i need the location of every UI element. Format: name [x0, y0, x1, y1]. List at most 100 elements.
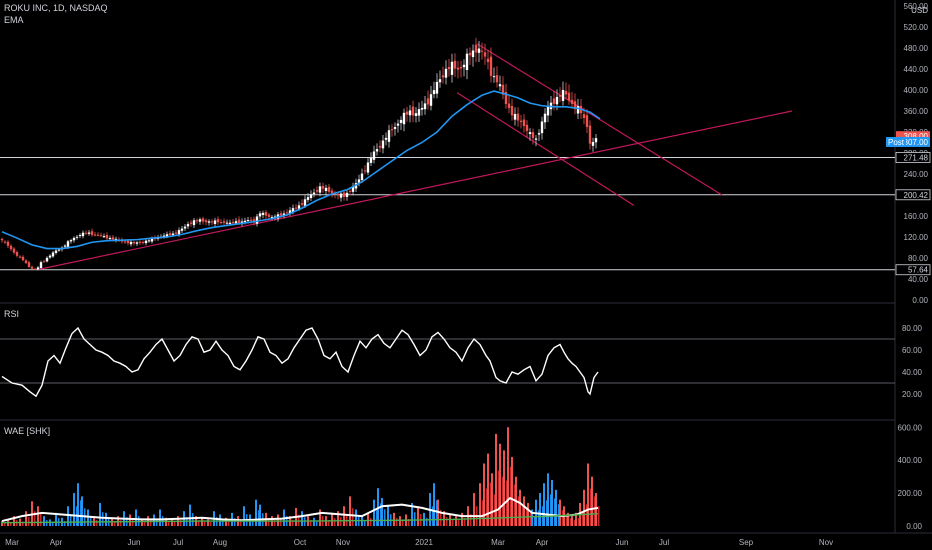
wae-bar — [502, 476, 504, 526]
wae-bar — [274, 520, 276, 526]
candle-body — [222, 221, 226, 223]
candle-body — [315, 190, 319, 192]
time-tick-label: Mar — [491, 538, 505, 547]
wae-bar — [402, 520, 404, 526]
candle-body — [321, 186, 325, 189]
wae-bar — [546, 500, 548, 526]
candle-body — [186, 224, 190, 227]
candle-body — [123, 241, 127, 243]
horizontal-levels[interactable] — [0, 156, 895, 271]
trendline-0[interactable] — [36, 110, 793, 271]
candle-body — [207, 221, 211, 223]
wae-bar — [141, 519, 143, 526]
wae-bar — [258, 510, 260, 526]
candle-body — [558, 95, 562, 97]
candle-body — [495, 75, 499, 83]
wae-bar — [343, 506, 345, 526]
candle-body — [357, 179, 361, 183]
wae-bar — [87, 509, 89, 526]
rsi-tick-label: 40.00 — [902, 368, 923, 377]
rsi-axis[interactable]: 80.00 60.00 40.00 20.00 — [902, 324, 923, 399]
level-tag-2-bg — [895, 189, 931, 201]
post-label-bg — [886, 136, 906, 147]
ema-indicator-label[interactable]: EMA — [4, 15, 24, 25]
candle-body — [396, 123, 400, 126]
time-axis[interactable]: Mar Apr Jun Jul Aug Oct Nov 2021 Mar Apr Jun Jul Sep… — [5, 538, 833, 547]
wae-bar — [28, 517, 30, 526]
price-tick-label: 40.00 — [908, 275, 929, 284]
candle-body — [351, 186, 355, 192]
candle-body — [429, 94, 433, 106]
wae-bars — [1, 427, 600, 526]
trendline-2[interactable] — [456, 92, 635, 207]
rsi-indicator-label[interactable]: RSI — [4, 309, 20, 319]
candle-body — [132, 241, 136, 244]
wae-bar — [539, 493, 541, 526]
wae-bar — [43, 516, 45, 526]
candle-body — [225, 222, 229, 224]
wae-bar — [486, 488, 488, 526]
candle-body — [255, 216, 259, 224]
candle-body — [105, 234, 109, 239]
wae-bar — [277, 514, 279, 526]
wae-bar — [159, 509, 161, 526]
wae-bar — [527, 502, 529, 526]
wae-bar — [550, 494, 552, 526]
candle-body — [477, 48, 481, 53]
trendlines[interactable] — [36, 43, 793, 271]
candle-body — [165, 234, 169, 237]
wae-explosion-line — [1, 496, 599, 523]
candle-body — [522, 119, 526, 127]
wae-bar — [595, 493, 597, 526]
price-tick-label: 520.00 — [904, 23, 929, 32]
candle-body — [108, 238, 112, 240]
price-tick-label: 120.00 — [904, 233, 929, 242]
candle-body — [102, 236, 106, 238]
wae-bar — [482, 500, 484, 526]
candle-body — [198, 219, 202, 222]
candle-body — [516, 113, 520, 121]
candle-body — [564, 90, 568, 95]
candle-body — [387, 130, 391, 142]
wae-bar — [551, 479, 553, 526]
candle-body — [366, 162, 370, 173]
candle-body — [9, 245, 13, 250]
wae-bar — [73, 493, 75, 526]
wae-bar — [174, 522, 176, 526]
wae-bar — [204, 521, 206, 526]
wae-bar — [562, 510, 564, 526]
candle-body — [84, 232, 88, 234]
candle-body — [258, 213, 262, 217]
wae-indicator-label[interactable]: WAE [SHK] — [4, 426, 51, 436]
wae-bar — [571, 516, 573, 526]
candle-body — [438, 79, 442, 83]
candle-body — [543, 113, 547, 123]
wae-bar — [243, 506, 245, 526]
last-price-tag-bg — [896, 131, 930, 142]
time-tick-label: Jul — [659, 538, 669, 547]
wae-bar — [10, 522, 12, 526]
candle-body — [96, 234, 100, 236]
wae-bar — [13, 516, 15, 526]
time-tick-label: Jun — [616, 538, 629, 547]
candle-body — [261, 212, 265, 215]
price-tick-label: 480.00 — [904, 44, 929, 53]
wae-bar — [432, 506, 434, 526]
symbol-title[interactable]: ROKU INC, 1D, NASDAQ — [4, 3, 108, 13]
wae-bar — [198, 520, 200, 526]
wae-bar — [201, 517, 203, 526]
wae-bar — [464, 518, 466, 526]
wae-axis[interactable]: 600.00 400.00 200.00 0.00 — [898, 423, 923, 531]
wae-bar — [518, 496, 520, 526]
wae-bar — [411, 502, 413, 526]
candle-body — [453, 60, 457, 69]
wae-bar — [399, 516, 401, 526]
wae-bar — [189, 504, 191, 526]
time-tick-label: Aug — [213, 538, 227, 547]
candle-body — [111, 237, 115, 240]
wae-bar — [156, 519, 158, 526]
candle-body — [390, 129, 394, 131]
candle-body — [0, 238, 4, 241]
